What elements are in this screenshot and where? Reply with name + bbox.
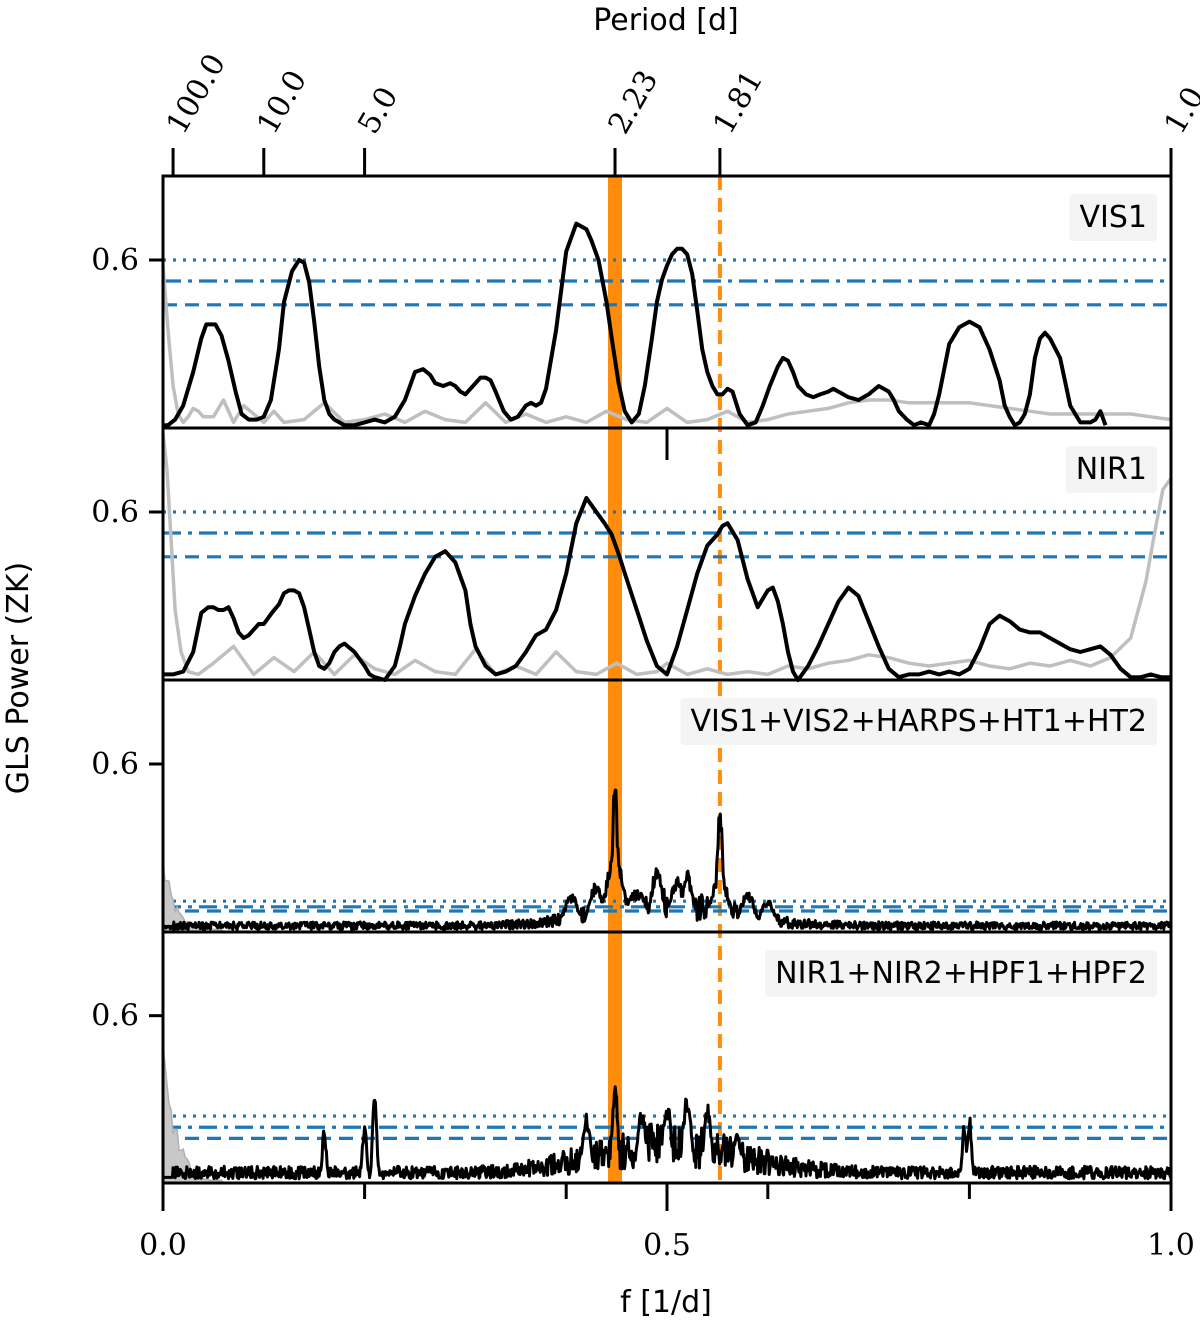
panel-label-background: [1069, 194, 1157, 241]
window-function-area: [162, 859, 225, 933]
window-function-line: [161, 265, 1172, 425]
panel-label-box: VIS1+VIS2+HARPS+HT1+HT2: [680, 698, 1157, 745]
y-tick-label: 0.6: [91, 999, 139, 1034]
top-period-label: 1.81: [707, 65, 771, 140]
window-function-line: [161, 433, 1173, 677]
panel-frame: [161, 426, 1173, 682]
x-tick-label: 0.0: [139, 1228, 187, 1263]
gls-series-line: [163, 496, 1171, 682]
panel-label-text: NIR1+NIR2+HPF1+HPF2: [775, 956, 1147, 991]
panel-label-box: NIR1: [1065, 446, 1157, 493]
panel-label-background: [1065, 446, 1157, 493]
y-tick-label: 0.6: [91, 495, 139, 530]
panel-label-background: [680, 698, 1157, 745]
y-axis-title: GLS Power (ZK): [1, 562, 36, 794]
y-tick-label: 0.6: [91, 747, 139, 782]
x-tick-label: 1.0: [1147, 1228, 1195, 1263]
panel-label-text: VIS1+VIS2+HARPS+HT1+HT2: [690, 704, 1147, 739]
gls-series-line: [163, 221, 1108, 428]
top-period-label: 10.0: [250, 65, 314, 140]
gls-series-dense: [162, 1085, 1173, 1181]
y-tick-label: 0.6: [91, 243, 139, 278]
panel-label-text: NIR1: [1076, 452, 1147, 487]
window-function-area: [162, 1044, 225, 1184]
panel-label-box: NIR1+NIR2+HPF1+HPF2: [765, 950, 1157, 997]
gls-series-dense: [161, 788, 1173, 931]
panel-label-text: VIS1: [1080, 200, 1148, 235]
top-period-label: 100.0: [160, 48, 233, 140]
top-axis-title: Period [d]: [593, 3, 739, 38]
top-period-label: 5.0: [351, 81, 405, 140]
panel-labels: VIS1 NIR1 VIS1+VIS2+HARPS+HT1+HT2 NIR1+NIR2…: [680, 194, 1157, 997]
panel-frame: [161, 174, 1173, 430]
x-tick-label: 0.5: [643, 1228, 691, 1263]
top-period-label: 1.0: [1158, 81, 1200, 140]
axes: 0.6 0.6 0.6 0.6 0.0 0.5 1.0 100.0 10.0 5.0 2.23 1.8…: [91, 48, 1200, 1263]
top-period-label: 2.23: [602, 65, 666, 140]
x-axis-title: f [1/d]: [620, 1285, 712, 1320]
panel-label-box: VIS1: [1069, 194, 1157, 241]
series-layer: [161, 221, 1173, 1184]
panel-label-background: [765, 950, 1157, 997]
